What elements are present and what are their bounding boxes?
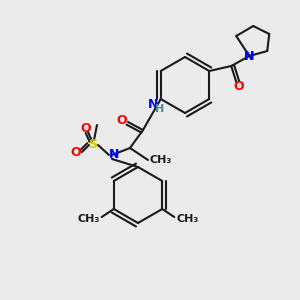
Text: S: S <box>88 139 98 152</box>
Text: N: N <box>244 50 254 62</box>
Text: O: O <box>233 80 244 92</box>
Text: O: O <box>117 113 127 127</box>
Text: O: O <box>81 122 91 136</box>
Text: N: N <box>244 50 254 62</box>
Text: O: O <box>71 146 81 158</box>
Text: CH₃: CH₃ <box>77 214 100 224</box>
Text: H: H <box>155 104 164 114</box>
Text: N: N <box>148 98 158 110</box>
Text: N: N <box>109 148 119 161</box>
Text: CH₃: CH₃ <box>176 214 199 224</box>
Text: CH₃: CH₃ <box>150 155 172 165</box>
